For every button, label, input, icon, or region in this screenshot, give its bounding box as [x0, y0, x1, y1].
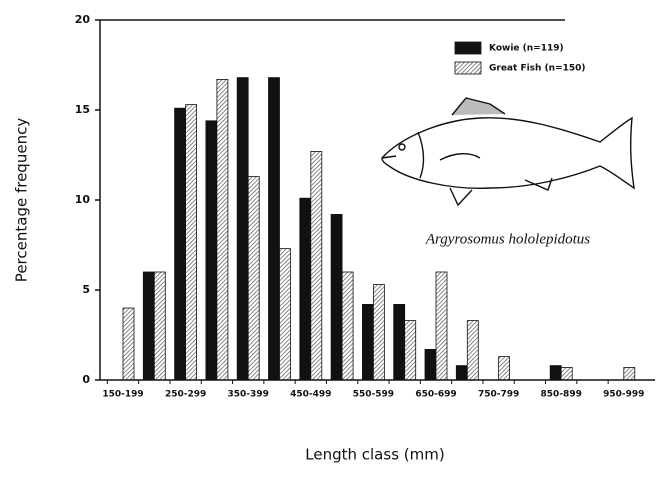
annotation: Argyrosomus hololepidotus — [425, 231, 590, 247]
x-axis-title: Length class (mm) — [305, 446, 444, 464]
y-axis-title: Percentage frequency — [13, 118, 31, 283]
y-tick-label: 5 — [82, 283, 90, 296]
legend-label: Great Fish (n=150) — [489, 64, 586, 74]
bar — [361, 303, 374, 381]
y-tick-label: 15 — [75, 103, 90, 116]
legend-label: Kowie (n=119) — [489, 44, 564, 54]
bar — [142, 271, 155, 381]
bar — [205, 120, 218, 381]
x-tick-label: 650-699 — [415, 390, 456, 400]
bar — [185, 104, 198, 381]
x-tick-label: 250-299 — [165, 390, 206, 400]
bar — [435, 271, 448, 381]
x-tick-label: 750-799 — [478, 390, 519, 400]
bar — [310, 150, 323, 381]
bar — [279, 248, 291, 381]
bar — [341, 271, 354, 381]
bar — [560, 366, 573, 381]
bar — [424, 348, 437, 381]
bar — [623, 366, 636, 381]
bar — [404, 320, 417, 381]
bar — [330, 213, 343, 381]
fish-illustration — [381, 97, 635, 207]
x-tick-label: 950-999 — [603, 390, 644, 400]
y-tick-label: 0 — [82, 373, 90, 386]
x-tick-label: 450-499 — [290, 390, 331, 400]
bar — [372, 284, 385, 381]
bar — [393, 303, 406, 381]
bar — [247, 176, 260, 381]
bar — [455, 365, 468, 381]
bar — [299, 197, 312, 381]
y-tick-label: 10 — [75, 193, 91, 206]
legend-swatch — [454, 61, 482, 75]
y-tick-label: 20 — [75, 13, 91, 26]
x-tick-label: 150-199 — [102, 390, 143, 400]
bar — [236, 77, 249, 381]
bar — [122, 307, 135, 381]
bar — [268, 77, 280, 381]
bar — [174, 107, 187, 381]
bar — [153, 271, 166, 381]
bar — [216, 79, 229, 381]
bar — [498, 356, 511, 381]
bar — [466, 320, 479, 381]
legend-swatch — [454, 41, 482, 55]
bar — [549, 365, 562, 381]
x-tick-label: 550-599 — [353, 390, 394, 400]
x-tick-label: 350-399 — [228, 390, 269, 400]
x-tick-label: 850-899 — [541, 390, 582, 400]
